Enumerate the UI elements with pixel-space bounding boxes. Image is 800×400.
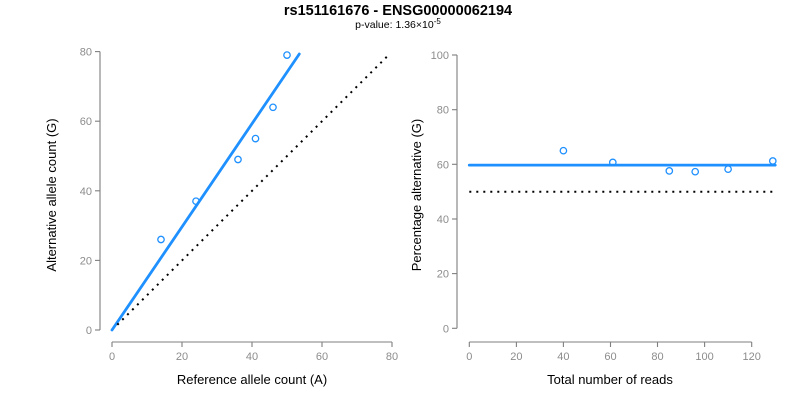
data-point	[251, 134, 260, 143]
right-plot-generated-content: 0 20 40 60 80 100 0 20 40 60 80 100 120	[431, 50, 777, 363]
right-x-axis-label: Total number of reads	[547, 372, 673, 387]
y-tick-label: 20	[437, 269, 449, 281]
data-point	[665, 167, 674, 175]
data-point	[283, 51, 291, 59]
data-point	[234, 155, 242, 164]
x-tick-label: 0	[466, 351, 472, 363]
x-tick-label: 100	[695, 351, 713, 363]
p-value-exponent: -5	[434, 17, 442, 26]
x-tick-label: 60	[604, 351, 616, 363]
x-tick-label: 40	[557, 351, 569, 363]
y-tick-label: 60	[80, 116, 92, 128]
data-point	[724, 165, 732, 174]
y-tick-label: 80	[437, 105, 449, 117]
data-point	[192, 197, 200, 206]
p-value-subtitle: p-value: 1.36×10-5	[355, 17, 441, 31]
data-point	[157, 235, 165, 244]
page-title: rs151161676 - ENSG00000062194	[284, 3, 512, 19]
x-tick-label: 40	[246, 351, 258, 363]
y-tick-label: 100	[431, 50, 449, 62]
y-tick-label: 60	[437, 159, 449, 171]
data-point	[691, 167, 700, 176]
y-tick-label: 0	[86, 325, 92, 337]
x-tick-label: 80	[651, 351, 663, 363]
right-y-axis-label: Percentage alternative (G)	[409, 119, 424, 271]
x-tick-label: 0	[109, 351, 115, 363]
p-value-text: p-value: 1.36×10	[355, 19, 434, 31]
right-percentage-plot: Total number of reads Percentage alterna…	[409, 50, 777, 387]
y-tick-label: 20	[80, 255, 92, 267]
identity-line	[116, 56, 388, 326]
left-plot-generated-content: 0 20 40 60 80 0 20 40 60 80	[80, 47, 398, 363]
fit-line	[110, 52, 301, 332]
data-point	[559, 146, 568, 155]
data-point	[768, 157, 777, 165]
x-tick-label: 20	[510, 351, 522, 363]
y-tick-label: 40	[437, 214, 449, 226]
y-tick-label: 40	[80, 186, 92, 198]
left-x-axis-label: Reference allele count (A)	[177, 372, 327, 387]
x-tick-label: 80	[386, 351, 398, 363]
data-point	[608, 158, 617, 167]
x-tick-label: 60	[316, 351, 328, 363]
y-tick-label: 0	[443, 323, 449, 335]
left-y-axis-label: Alternative allele count (G)	[44, 118, 59, 271]
x-tick-label: 20	[176, 351, 188, 363]
x-tick-label: 120	[743, 351, 761, 363]
left-allele-count-plot: Reference allele count (A) Alternative a…	[44, 47, 398, 387]
data-point	[269, 103, 277, 112]
y-tick-label: 80	[80, 47, 92, 59]
